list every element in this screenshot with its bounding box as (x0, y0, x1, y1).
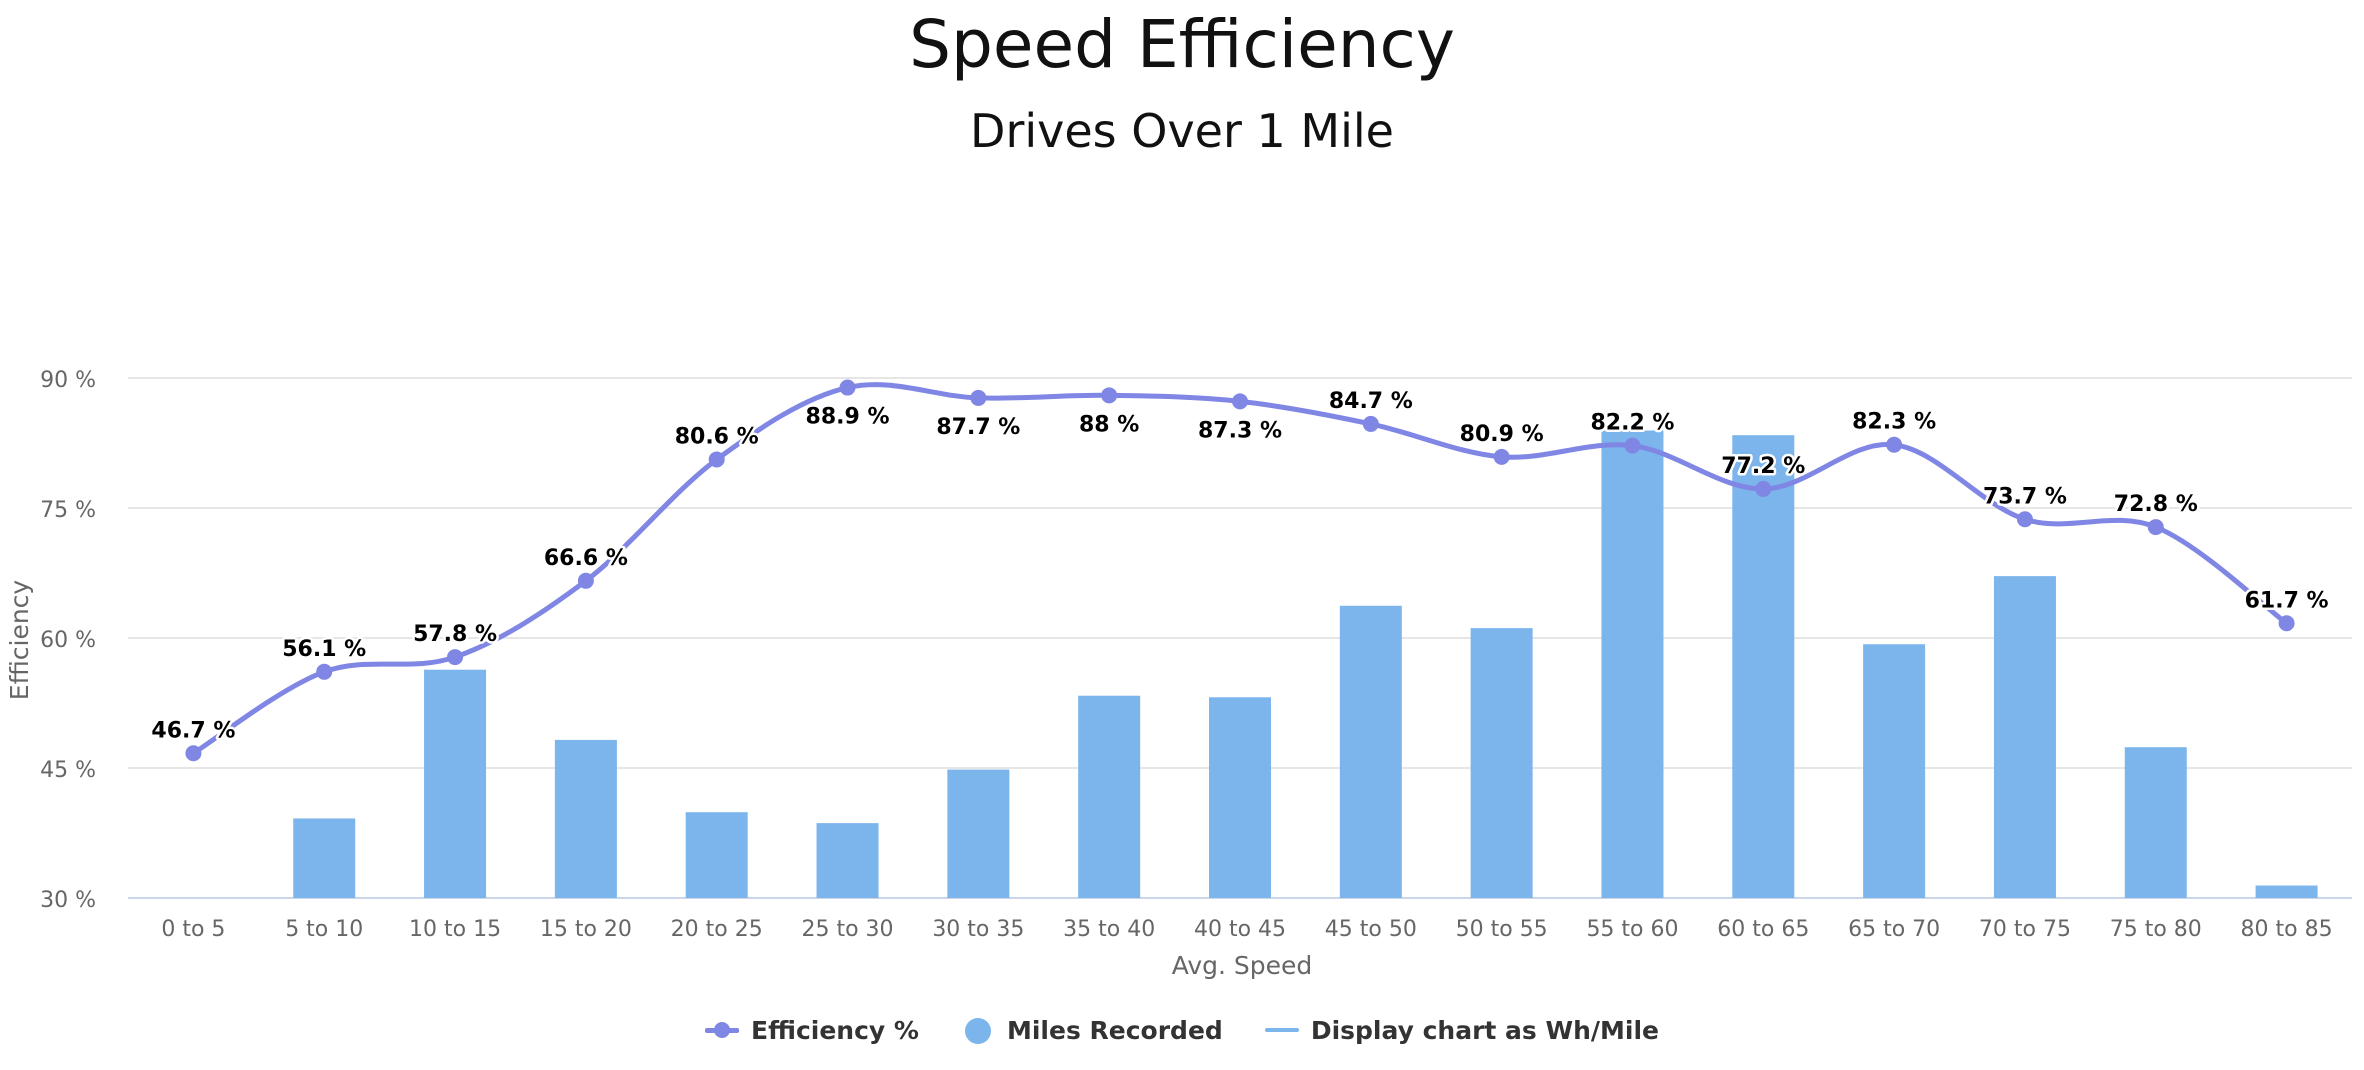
x-tick-label: 50 to 55 (1456, 917, 1548, 942)
legend-item-efficiency[interactable]: Efficiency % (705, 1016, 919, 1045)
line-point[interactable] (316, 663, 333, 680)
line-point[interactable] (2016, 511, 2033, 528)
chart-title: Speed Efficiency (909, 6, 1455, 83)
legend-label: Efficiency % (751, 1015, 919, 1045)
x-tick-label: 5 to 10 (285, 917, 363, 942)
data-label: 87.7 % (936, 415, 1020, 440)
bar[interactable] (1601, 430, 1664, 898)
bar[interactable] (2255, 885, 2318, 898)
plot-area: 30 % 45 % 60 % 75 % 90 % 0 to 5 5 to 10 10 to … (5, 368, 2352, 980)
data-label: 46.7 % (151, 718, 235, 743)
data-label: 80.6 % (675, 424, 759, 449)
line-point[interactable] (970, 389, 987, 406)
bar[interactable] (1078, 695, 1141, 898)
bar[interactable] (1209, 697, 1271, 898)
line-point[interactable] (1624, 437, 1641, 454)
y-tick-label: 75 % (40, 498, 96, 523)
x-tick-label: 70 to 75 (1979, 917, 2071, 942)
x-tick-label: 75 to 80 (2110, 917, 2202, 942)
x-tick-label: 30 to 35 (932, 917, 1024, 942)
legend: Efficiency % Miles Recorded Display char… (0, 1010, 2364, 1050)
bar[interactable] (554, 739, 617, 898)
data-label: 66.6 % (544, 546, 628, 571)
line-point[interactable] (1755, 480, 1772, 497)
data-label: 77.2 % (1721, 454, 1805, 479)
bar[interactable] (816, 823, 879, 898)
x-tick-label: 60 to 65 (1717, 917, 1809, 942)
chart-subtitle: Drives Over 1 Mile (970, 104, 1394, 158)
x-tick-label: 10 to 15 (409, 917, 501, 942)
line-series (185, 379, 2295, 762)
line-point[interactable] (1886, 436, 1903, 453)
data-label: 56.1 % (282, 637, 366, 662)
x-tick-label: 35 to 40 (1063, 917, 1155, 942)
x-tick-label: 65 to 70 (1848, 917, 1940, 942)
bar[interactable] (1732, 435, 1795, 898)
line-icon (1264, 1016, 1299, 1044)
y-axis-label: Efficiency (5, 580, 34, 701)
data-label: 80.9 % (1460, 422, 1544, 447)
legend-label: Display chart as Wh/Mile (1310, 1015, 1659, 1045)
line-point[interactable] (1101, 387, 1118, 404)
x-tick-label: 15 to 20 (540, 917, 632, 942)
data-label: 82.2 % (1590, 411, 1674, 436)
bar-series (293, 430, 2318, 898)
bar[interactable] (947, 769, 1010, 898)
bar[interactable] (2124, 747, 2187, 898)
bar[interactable] (685, 812, 748, 898)
data-label: 84.7 % (1329, 389, 1413, 414)
bar[interactable] (293, 818, 356, 898)
data-label: 82.3 % (1852, 410, 1936, 435)
x-axis: 0 to 5 5 to 10 10 to 15 15 to 20 20 to 25 25 … (128, 897, 2352, 942)
y-tick-label: 90 % (40, 368, 96, 393)
data-label: 88.9 % (806, 405, 890, 430)
line-point[interactable] (2278, 615, 2295, 632)
line-point[interactable] (1362, 415, 1379, 432)
data-label: 88 % (1079, 412, 1139, 437)
line-point[interactable] (2147, 519, 2164, 536)
bar[interactable] (1993, 576, 2056, 898)
bar[interactable] (1339, 605, 1402, 898)
x-tick-label: 40 to 45 (1194, 917, 1286, 942)
bar[interactable] (424, 669, 487, 898)
x-tick-label: 45 to 50 (1325, 917, 1417, 942)
line-point[interactable] (1232, 393, 1248, 410)
legend-item-wh-mile-toggle[interactable]: Display chart as Wh/Mile (1264, 1015, 1659, 1045)
x-tick-label: 55 to 60 (1586, 917, 1678, 942)
bar[interactable] (1470, 628, 1533, 898)
data-label: 87.3 % (1198, 418, 1282, 443)
data-label: 61.7 % (2245, 588, 2329, 613)
y-axis: 30 % 45 % 60 % 75 % 90 % (40, 368, 96, 913)
y-tick-label: 30 % (40, 888, 96, 913)
line-point[interactable] (708, 451, 725, 468)
bar[interactable] (1863, 644, 1926, 898)
line-point[interactable] (839, 379, 856, 396)
data-label: 73.7 % (1983, 484, 2067, 509)
data-label: 57.8 % (413, 622, 497, 647)
x-tick-label: 20 to 25 (671, 917, 763, 942)
x-axis-label: Avg. Speed (1172, 951, 1313, 980)
data-labels: 46.7 % 56.1 % 57.8 % 66.6 % 80.6 % 88.9 % 87.7… (149, 386, 2331, 745)
line-marker-icon (705, 1016, 739, 1044)
line-point[interactable] (577, 572, 594, 589)
x-tick-label: 80 to 85 (2241, 917, 2333, 942)
y-tick-label: 60 % (40, 628, 96, 653)
data-label: 72.8 % (2114, 492, 2198, 517)
y-tick-label: 45 % (40, 758, 96, 783)
line-point[interactable] (1493, 448, 1510, 465)
line-point[interactable] (185, 745, 202, 762)
circle-icon (961, 1016, 995, 1044)
legend-item-miles[interactable]: Miles Recorded (961, 1016, 1223, 1045)
x-tick-label: 0 to 5 (161, 917, 225, 942)
legend-label: Miles Recorded (1006, 1015, 1223, 1045)
x-tick-label: 25 to 30 (801, 917, 893, 942)
line-point[interactable] (447, 649, 464, 666)
